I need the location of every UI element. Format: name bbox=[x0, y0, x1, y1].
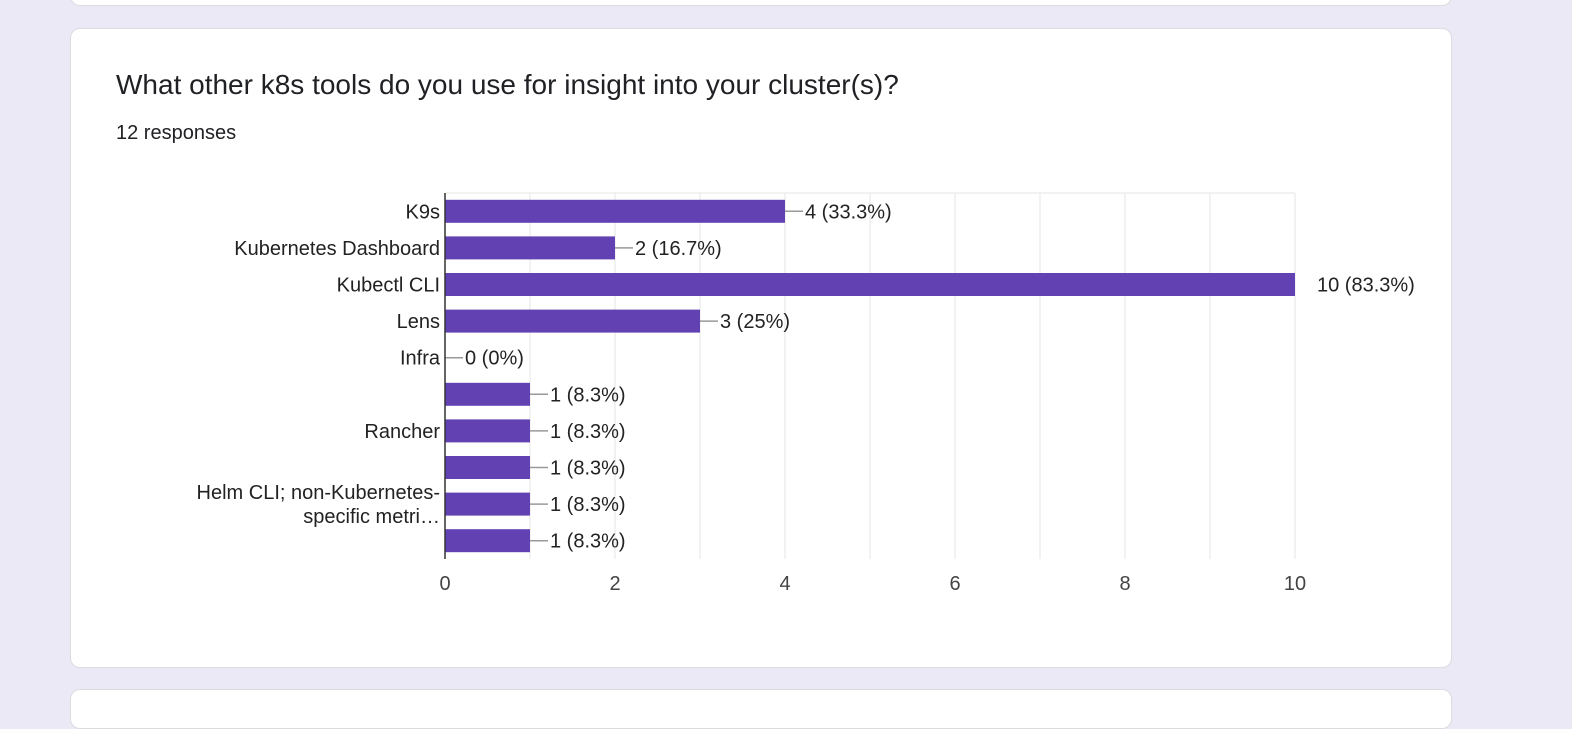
x-tick-label: 8 bbox=[1119, 573, 1130, 595]
x-tick-label: 10 bbox=[1284, 573, 1306, 595]
data-label: 2 (16.7%) bbox=[635, 238, 722, 260]
bar bbox=[445, 273, 1295, 296]
category-label: K9s bbox=[406, 201, 440, 223]
data-label: 0 (0%) bbox=[465, 348, 524, 370]
category-label: Rancher bbox=[364, 421, 440, 443]
data-label: 4 (33.3%) bbox=[805, 201, 892, 223]
bar bbox=[445, 382, 530, 406]
category-label: Infra bbox=[400, 348, 441, 370]
bar bbox=[445, 309, 700, 333]
previous-question-card bbox=[70, 0, 1452, 6]
bar bbox=[445, 456, 530, 479]
data-label: 1 (8.3%) bbox=[550, 494, 626, 516]
category-label: Kubectl CLI bbox=[337, 275, 440, 297]
bar bbox=[445, 492, 530, 516]
question-summary-card: What other k8s tools do you use for insi… bbox=[70, 28, 1452, 668]
next-question-card bbox=[70, 689, 1452, 729]
data-label: 1 (8.3%) bbox=[550, 421, 626, 443]
bar bbox=[445, 236, 615, 260]
bar bbox=[445, 419, 530, 443]
x-tick-label: 6 bbox=[949, 573, 960, 595]
category-label: Kubernetes Dashboard bbox=[234, 238, 440, 260]
category-label: Helm CLI; non-Kubernetes- bbox=[197, 482, 440, 504]
category-label: Lens bbox=[397, 311, 440, 333]
response-count: 12 responses bbox=[116, 122, 237, 144]
data-label: 1 (8.3%) bbox=[550, 384, 626, 406]
bar bbox=[445, 199, 785, 223]
data-label: 1 (8.3%) bbox=[550, 531, 626, 553]
x-tick-label: 2 bbox=[609, 573, 620, 595]
bar-chart: 4 (33.3%) K9s 2 (16.7%) Kubernetes Dashboar… bbox=[197, 192, 1415, 595]
bar bbox=[445, 529, 530, 553]
x-tick-label: 0 bbox=[439, 573, 450, 595]
data-label: 1 (8.3%) bbox=[550, 458, 626, 480]
x-tick-label: 4 bbox=[779, 573, 790, 595]
data-label: 10 (83.3%) bbox=[1317, 275, 1415, 297]
data-label: 3 (25%) bbox=[720, 311, 790, 333]
category-label: specific metri… bbox=[303, 506, 440, 528]
question-title: What other k8s tools do you use for insi… bbox=[116, 69, 899, 100]
